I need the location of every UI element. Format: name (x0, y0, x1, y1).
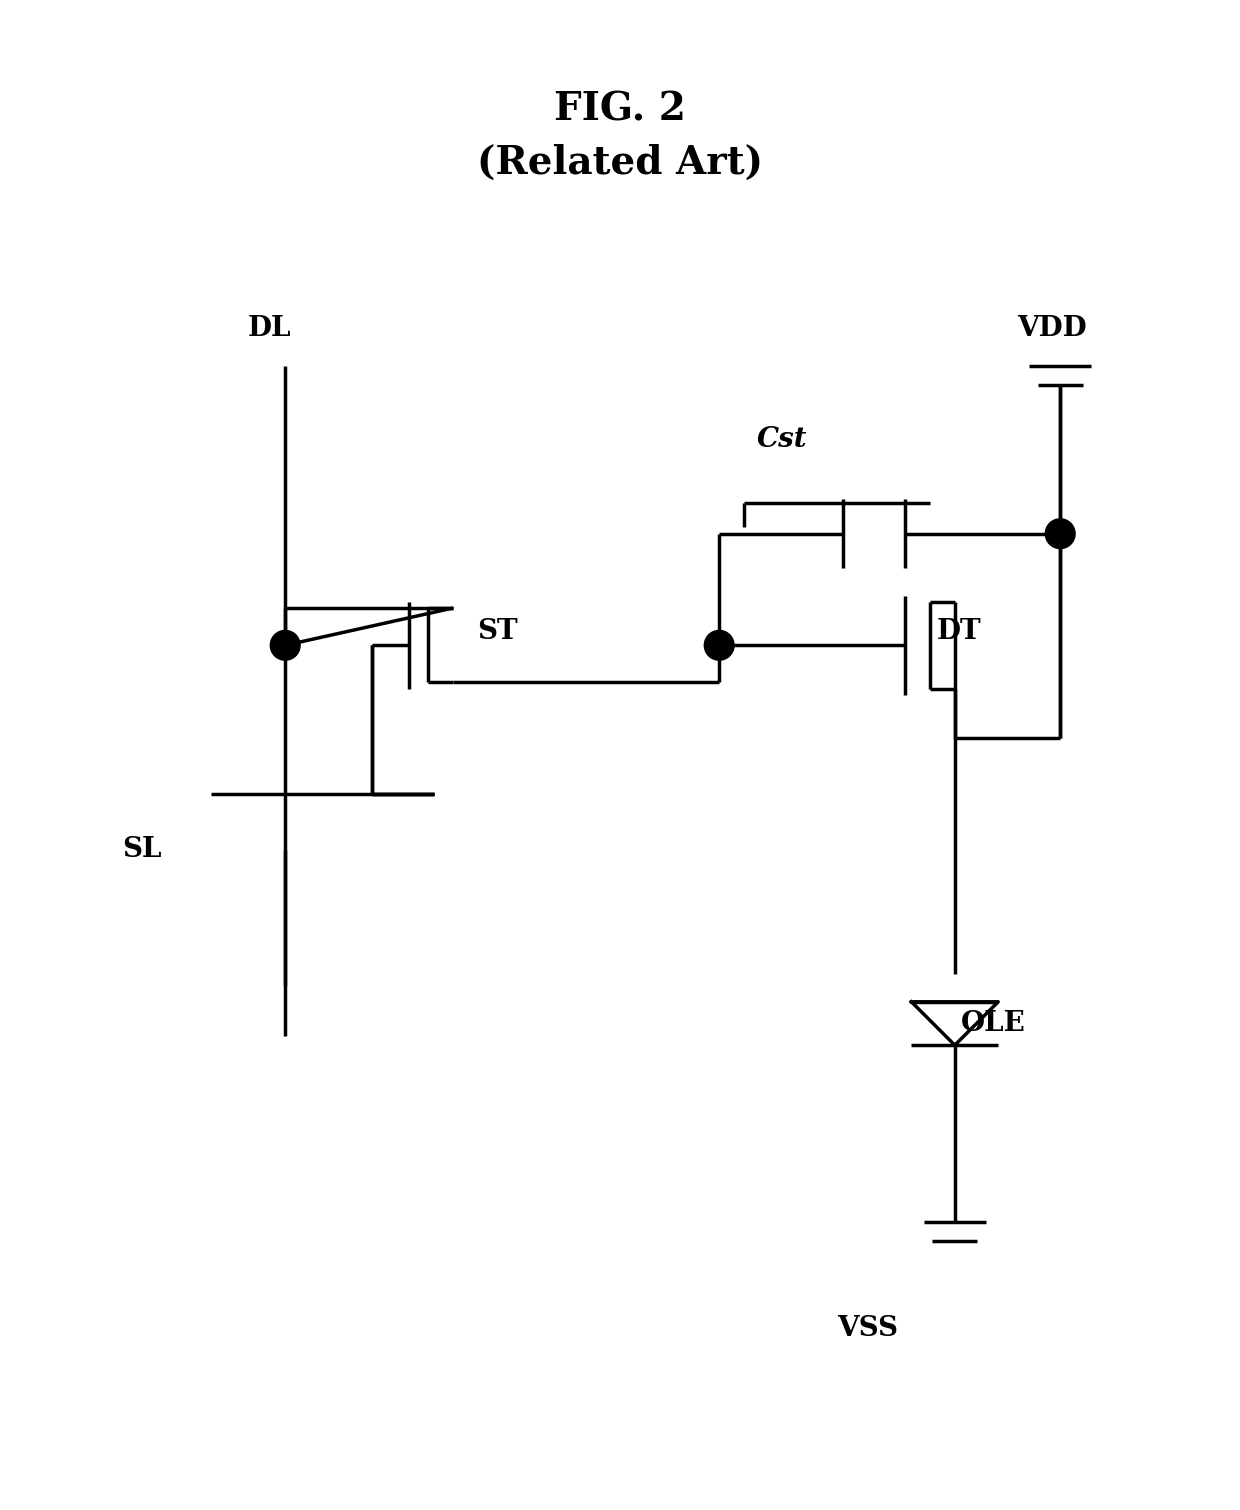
Text: VSS: VSS (837, 1315, 899, 1342)
Text: DT: DT (936, 618, 981, 645)
Text: Cst: Cst (756, 426, 807, 453)
Text: ST: ST (477, 618, 518, 645)
Text: (Related Art): (Related Art) (477, 143, 763, 181)
Text: DL: DL (248, 314, 291, 341)
Circle shape (1045, 519, 1075, 548)
Text: FIG. 2: FIG. 2 (554, 91, 686, 128)
Text: OLE: OLE (961, 1010, 1025, 1037)
Circle shape (704, 630, 734, 660)
Circle shape (270, 630, 300, 660)
Text: SL: SL (122, 837, 161, 864)
Text: VDD: VDD (1017, 314, 1086, 341)
